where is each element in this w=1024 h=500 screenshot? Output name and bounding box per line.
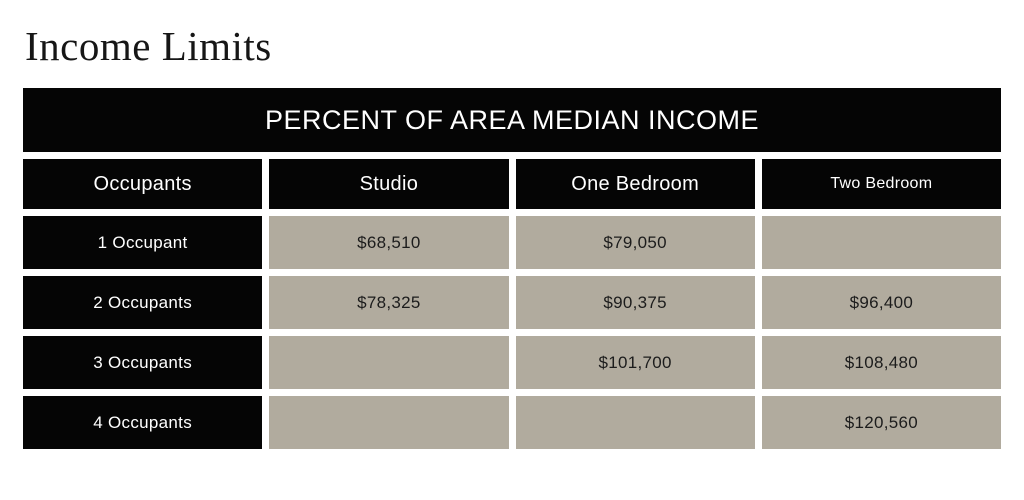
column-header-one-bedroom: One Bedroom: [515, 159, 755, 209]
row-label-4-occupants: 4 Occupants: [23, 396, 263, 449]
value-cell-3occ-one-bedroom: $101,700: [515, 336, 755, 389]
empty-value-cell-3occ-studio: [269, 336, 509, 389]
table-band-header: PERCENT OF AREA MEDIAN INCOME: [23, 88, 1001, 152]
empty-value-cell-1occ-two-bedroom: [761, 216, 1001, 269]
income-limits-grid: PERCENT OF AREA MEDIAN INCOME Occupants …: [23, 88, 1001, 449]
income-limits-table: PERCENT OF AREA MEDIAN INCOME Occupants …: [23, 88, 1001, 449]
value-cell-2occ-two-bedroom: $96,400: [761, 276, 1001, 329]
column-header-two-bedroom: Two Bedroom: [761, 159, 1001, 209]
value-cell-2occ-one-bedroom: $90,375: [515, 276, 755, 329]
column-header-studio: Studio: [269, 159, 509, 209]
value-cell-1occ-one-bedroom: $79,050: [515, 216, 755, 269]
column-header-occupants: Occupants: [23, 159, 263, 209]
row-label-3-occupants: 3 Occupants: [23, 336, 263, 389]
value-cell-3occ-two-bedroom: $108,480: [761, 336, 1001, 389]
value-cell-1occ-studio: $68,510: [269, 216, 509, 269]
empty-value-cell-4occ-studio: [269, 396, 509, 449]
page-title: Income Limits: [25, 23, 272, 69]
value-cell-2occ-studio: $78,325: [269, 276, 509, 329]
row-label-1-occupant: 1 Occupant: [23, 216, 263, 269]
value-cell-4occ-two-bedroom: $120,560: [761, 396, 1001, 449]
row-label-2-occupants: 2 Occupants: [23, 276, 263, 329]
empty-value-cell-4occ-one-bedroom: [515, 396, 755, 449]
